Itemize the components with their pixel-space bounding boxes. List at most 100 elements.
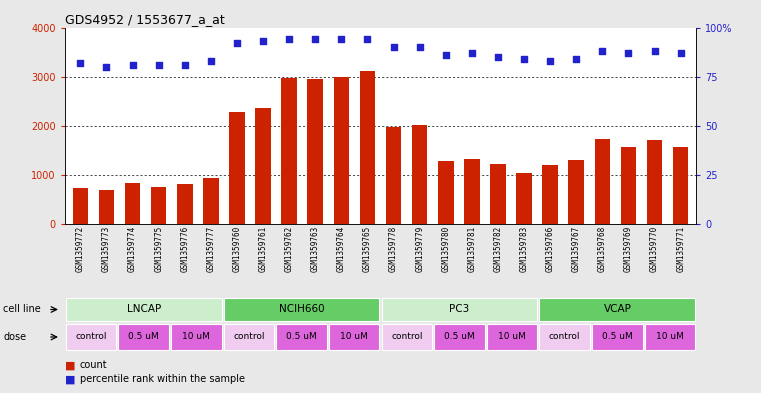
Point bbox=[622, 50, 635, 56]
Bar bbox=[307, 79, 323, 224]
Text: GSM1359763: GSM1359763 bbox=[310, 226, 320, 272]
Point bbox=[466, 50, 478, 56]
Point bbox=[361, 36, 374, 42]
Text: control: control bbox=[75, 332, 107, 342]
Point bbox=[518, 56, 530, 62]
Text: dose: dose bbox=[3, 332, 26, 342]
Bar bbox=[621, 147, 636, 224]
Point bbox=[205, 58, 217, 64]
Point bbox=[413, 44, 425, 50]
Point bbox=[492, 54, 504, 60]
Text: GDS4952 / 1553677_a_at: GDS4952 / 1553677_a_at bbox=[65, 13, 224, 26]
Text: 0.5 uM: 0.5 uM bbox=[444, 332, 475, 342]
Bar bbox=[592, 324, 642, 350]
Bar bbox=[333, 77, 349, 224]
Text: count: count bbox=[80, 360, 107, 371]
Text: ■: ■ bbox=[65, 360, 75, 371]
Point bbox=[309, 36, 321, 42]
Text: 10 uM: 10 uM bbox=[656, 332, 684, 342]
Text: GSM1359777: GSM1359777 bbox=[206, 226, 215, 272]
Text: GSM1359778: GSM1359778 bbox=[389, 226, 398, 272]
Text: GSM1359776: GSM1359776 bbox=[180, 226, 189, 272]
Text: GSM1359765: GSM1359765 bbox=[363, 226, 372, 272]
Bar bbox=[464, 159, 479, 224]
Bar bbox=[125, 183, 140, 224]
Text: GSM1359761: GSM1359761 bbox=[259, 226, 268, 272]
Point bbox=[597, 48, 609, 54]
Text: GSM1359768: GSM1359768 bbox=[598, 226, 607, 272]
Bar bbox=[229, 112, 245, 224]
Bar bbox=[255, 108, 271, 224]
Text: GSM1359760: GSM1359760 bbox=[232, 226, 241, 272]
Text: percentile rank within the sample: percentile rank within the sample bbox=[80, 374, 245, 384]
Bar bbox=[438, 161, 454, 224]
Point bbox=[75, 60, 87, 66]
Bar bbox=[645, 324, 696, 350]
Text: GSM1359783: GSM1359783 bbox=[520, 226, 529, 272]
Text: GSM1359767: GSM1359767 bbox=[572, 226, 581, 272]
Text: GSM1359769: GSM1359769 bbox=[624, 226, 633, 272]
Bar bbox=[224, 324, 274, 350]
Bar bbox=[487, 324, 537, 350]
Point bbox=[336, 36, 348, 42]
Text: cell line: cell line bbox=[3, 305, 41, 314]
Text: ■: ■ bbox=[65, 374, 75, 384]
Text: control: control bbox=[391, 332, 422, 342]
Point bbox=[283, 36, 295, 42]
Text: VCAP: VCAP bbox=[603, 305, 632, 314]
Bar bbox=[203, 178, 218, 224]
Bar bbox=[435, 324, 485, 350]
Text: GSM1359770: GSM1359770 bbox=[650, 226, 659, 272]
Bar bbox=[490, 164, 506, 224]
Text: GSM1359771: GSM1359771 bbox=[677, 226, 685, 272]
Point bbox=[126, 62, 139, 68]
Bar bbox=[543, 165, 558, 224]
Bar bbox=[540, 324, 590, 350]
Text: GSM1359773: GSM1359773 bbox=[102, 226, 111, 272]
Bar bbox=[99, 190, 114, 224]
Text: GSM1359764: GSM1359764 bbox=[337, 226, 345, 272]
Bar bbox=[72, 188, 88, 224]
Bar bbox=[673, 147, 689, 224]
Text: GSM1359782: GSM1359782 bbox=[493, 226, 502, 272]
Point bbox=[257, 38, 269, 44]
Bar bbox=[151, 187, 167, 224]
Bar bbox=[540, 298, 696, 321]
Point bbox=[570, 56, 582, 62]
Point bbox=[387, 44, 400, 50]
Text: control: control bbox=[549, 332, 581, 342]
Text: 10 uM: 10 uM bbox=[183, 332, 210, 342]
Bar bbox=[412, 125, 428, 224]
Text: GSM1359774: GSM1359774 bbox=[128, 226, 137, 272]
Text: 0.5 uM: 0.5 uM bbox=[129, 332, 159, 342]
Text: GSM1359766: GSM1359766 bbox=[546, 226, 555, 272]
Text: LNCAP: LNCAP bbox=[126, 305, 161, 314]
Text: PC3: PC3 bbox=[449, 305, 470, 314]
Bar bbox=[516, 173, 532, 224]
Point bbox=[674, 50, 686, 56]
Text: 0.5 uM: 0.5 uM bbox=[286, 332, 317, 342]
Point bbox=[231, 40, 243, 46]
Bar bbox=[65, 324, 116, 350]
Point bbox=[100, 64, 113, 70]
Text: GSM1359780: GSM1359780 bbox=[441, 226, 451, 272]
Text: GSM1359762: GSM1359762 bbox=[285, 226, 294, 272]
Text: NCIH660: NCIH660 bbox=[279, 305, 324, 314]
Bar bbox=[224, 298, 380, 321]
Bar bbox=[568, 160, 584, 224]
Bar bbox=[647, 140, 662, 224]
Bar bbox=[329, 324, 380, 350]
Text: GSM1359779: GSM1359779 bbox=[416, 226, 424, 272]
Bar bbox=[360, 71, 375, 224]
Bar bbox=[119, 324, 169, 350]
Point bbox=[440, 52, 452, 58]
Text: control: control bbox=[233, 332, 265, 342]
Bar bbox=[65, 298, 221, 321]
Point bbox=[648, 48, 661, 54]
Point bbox=[544, 58, 556, 64]
Point bbox=[152, 62, 164, 68]
Bar bbox=[386, 127, 401, 224]
Text: 0.5 uM: 0.5 uM bbox=[602, 332, 632, 342]
Bar bbox=[177, 184, 193, 224]
Bar bbox=[171, 324, 221, 350]
